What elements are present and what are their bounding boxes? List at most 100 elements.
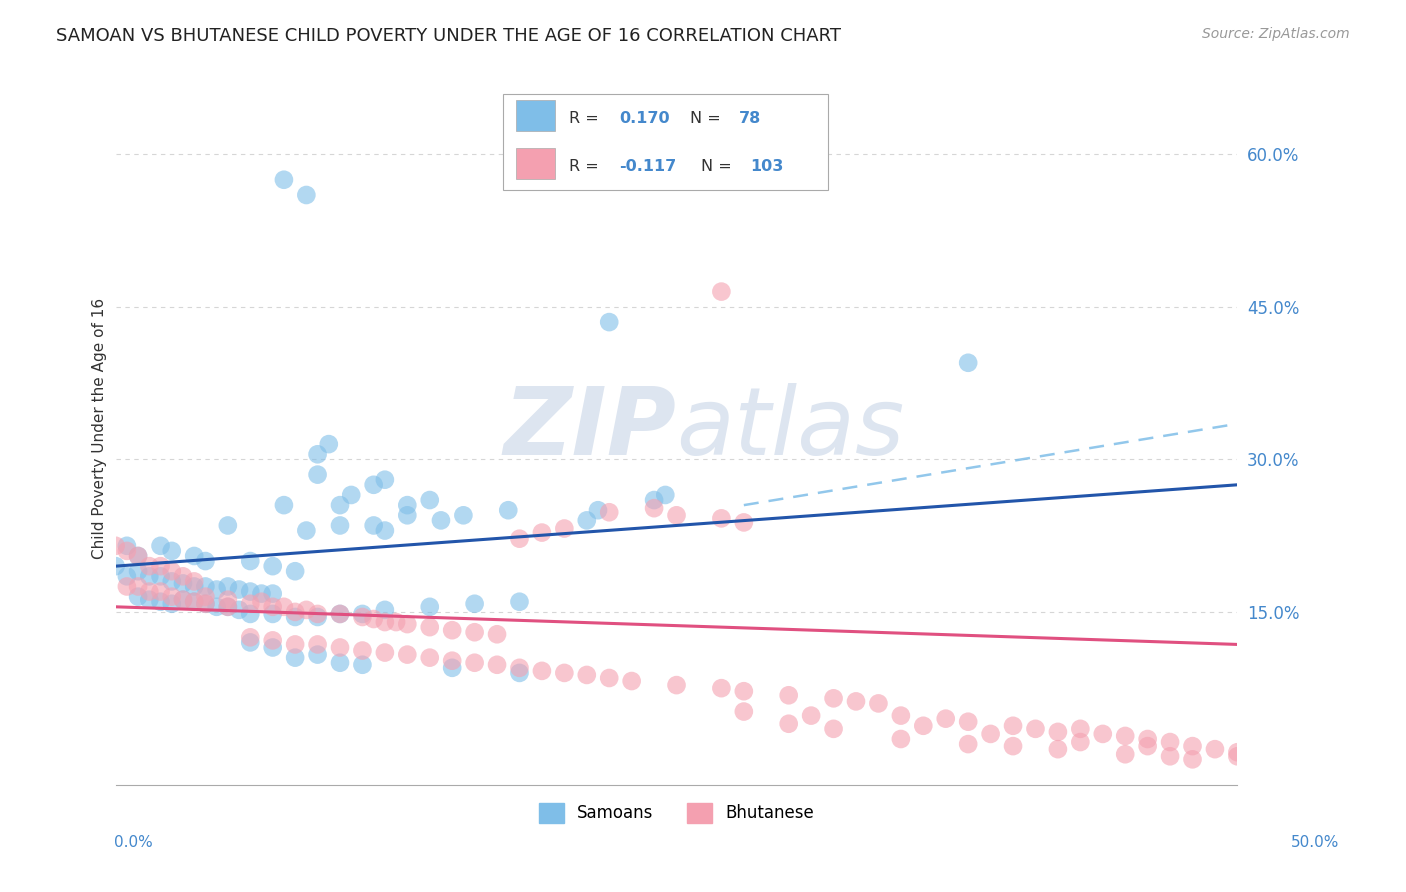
Bhutanese <box>441 624 464 638</box>
Bhutanese <box>1181 752 1204 766</box>
Bhutanese <box>598 505 620 519</box>
Bhutanese <box>778 716 800 731</box>
Bhutanese <box>1002 719 1025 733</box>
Bhutanese <box>419 620 441 634</box>
Bhutanese <box>329 640 352 655</box>
Bhutanese <box>441 654 464 668</box>
Bhutanese <box>935 712 957 726</box>
Text: ZIP: ZIP <box>503 383 676 475</box>
Samoans <box>643 493 665 508</box>
Samoans <box>127 549 149 563</box>
Samoans <box>262 640 284 655</box>
Bhutanese <box>486 657 509 672</box>
Samoans <box>115 539 138 553</box>
Bhutanese <box>149 584 172 599</box>
Bhutanese <box>823 722 845 736</box>
Samoans <box>149 595 172 609</box>
Bhutanese <box>508 532 530 546</box>
Bhutanese <box>172 592 194 607</box>
Samoans <box>183 595 205 609</box>
Samoans <box>217 599 239 614</box>
Samoans <box>575 513 598 527</box>
Bhutanese <box>912 719 935 733</box>
Bhutanese <box>1046 724 1069 739</box>
Samoans <box>598 315 620 329</box>
Samoans <box>194 597 217 611</box>
Samoans <box>194 579 217 593</box>
Samoans <box>228 603 250 617</box>
Bhutanese <box>553 665 575 680</box>
Text: N =: N = <box>690 111 725 126</box>
Samoans <box>340 488 363 502</box>
Bhutanese <box>1114 729 1136 743</box>
Bhutanese <box>138 559 160 574</box>
Samoans <box>496 503 519 517</box>
Samoans <box>262 586 284 600</box>
Bhutanese <box>957 737 980 751</box>
Bhutanese <box>160 564 183 578</box>
Samoans <box>419 599 441 614</box>
Samoans <box>329 498 352 512</box>
Bhutanese <box>598 671 620 685</box>
Text: 0.170: 0.170 <box>619 111 669 126</box>
Samoans <box>239 607 262 621</box>
Bhutanese <box>508 661 530 675</box>
Bhutanese <box>194 597 217 611</box>
Y-axis label: Child Poverty Under the Age of 16: Child Poverty Under the Age of 16 <box>93 298 107 559</box>
Samoans <box>508 665 530 680</box>
Samoans <box>374 473 396 487</box>
Bhutanese <box>396 648 419 662</box>
Bhutanese <box>1136 731 1159 746</box>
Samoans <box>508 595 530 609</box>
Bhutanese <box>115 579 138 593</box>
Bhutanese <box>104 539 127 553</box>
Bhutanese <box>957 714 980 729</box>
Bhutanese <box>284 637 307 651</box>
Bhutanese <box>149 559 172 574</box>
Samoans <box>149 569 172 583</box>
Samoans <box>138 569 160 583</box>
Bhutanese <box>665 508 688 523</box>
Samoans <box>363 477 385 491</box>
Bhutanese <box>620 674 643 689</box>
Samoans <box>307 447 329 461</box>
Samoans <box>654 488 676 502</box>
Bhutanese <box>733 516 755 530</box>
Text: N =: N = <box>702 159 737 174</box>
Samoans <box>217 518 239 533</box>
Text: R =: R = <box>569 159 603 174</box>
Text: atlas: atlas <box>676 384 905 475</box>
Bhutanese <box>868 697 890 711</box>
Samoans <box>104 559 127 574</box>
Samoans <box>284 564 307 578</box>
Samoans <box>453 508 475 523</box>
Samoans <box>329 656 352 670</box>
Samoans <box>295 188 318 202</box>
Bhutanese <box>530 664 553 678</box>
Bhutanese <box>262 599 284 614</box>
Bhutanese <box>127 579 149 593</box>
Bhutanese <box>464 656 486 670</box>
Samoans <box>284 650 307 665</box>
Bhutanese <box>553 522 575 536</box>
Text: 50.0%: 50.0% <box>1291 836 1339 850</box>
Bhutanese <box>307 637 329 651</box>
Samoans <box>149 539 172 553</box>
Samoans <box>307 610 329 624</box>
Samoans <box>396 498 419 512</box>
Bhutanese <box>183 595 205 609</box>
Bhutanese <box>127 549 149 563</box>
Samoans <box>160 544 183 558</box>
Bhutanese <box>890 708 912 723</box>
Bhutanese <box>1114 747 1136 762</box>
Bhutanese <box>1091 727 1114 741</box>
Bhutanese <box>1002 739 1025 753</box>
Text: R =: R = <box>569 111 603 126</box>
Samoans <box>352 657 374 672</box>
Bhutanese <box>1046 742 1069 756</box>
Samoans <box>284 610 307 624</box>
Bhutanese <box>800 708 823 723</box>
Samoans <box>217 579 239 593</box>
FancyBboxPatch shape <box>516 148 555 179</box>
Bhutanese <box>138 584 160 599</box>
